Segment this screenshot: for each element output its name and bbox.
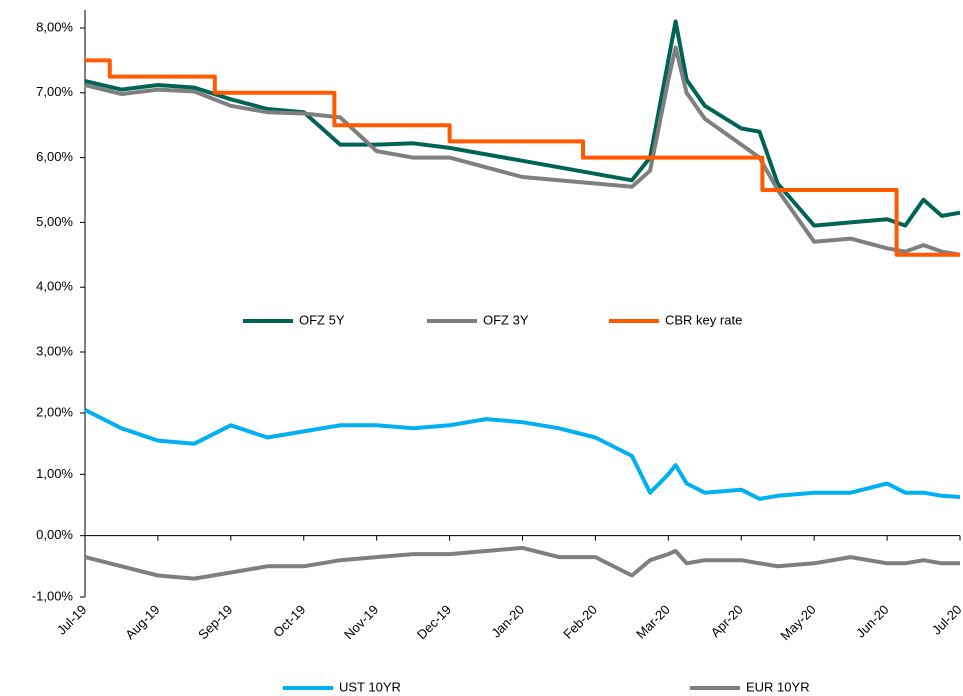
series-line bbox=[84, 408, 961, 501]
x-tick-label: Oct-19 bbox=[270, 602, 308, 640]
y-tick-label: 7,00% bbox=[36, 84, 73, 99]
x-tick-label: Jan-20 bbox=[488, 602, 527, 641]
y-tick-label: 2,00% bbox=[36, 404, 73, 419]
x-tick-label: Apr-20 bbox=[708, 602, 746, 640]
legend-label: EUR 10YR bbox=[746, 679, 810, 694]
x-tick-label: Mar-20 bbox=[633, 602, 673, 642]
y-tick-label: 5,00% bbox=[36, 214, 73, 229]
y-tick-label: 0,00% bbox=[36, 527, 73, 542]
y-tick-label: 6,00% bbox=[36, 149, 73, 164]
x-tick-label: Dec-19 bbox=[414, 602, 454, 642]
series-line bbox=[84, 19, 961, 228]
y-tick-label: 8,00% bbox=[36, 19, 73, 34]
y-tick-label: -1,00% bbox=[32, 588, 74, 603]
y-tick-label: 4,00% bbox=[36, 279, 73, 294]
series-line bbox=[84, 45, 961, 257]
legend-label: CBR key rate bbox=[665, 312, 742, 327]
x-tick-label: Nov-19 bbox=[341, 602, 381, 642]
x-tick-label: Aug-19 bbox=[122, 602, 162, 642]
y-tick-label: 1,00% bbox=[36, 466, 73, 481]
legend-label: OFZ 5Y bbox=[299, 312, 345, 327]
x-tick-label: Jul-20 bbox=[929, 602, 963, 638]
x-tick-label: May-20 bbox=[777, 602, 818, 643]
series-line bbox=[85, 58, 960, 257]
legend-label: UST 10YR bbox=[339, 679, 401, 694]
series-line bbox=[84, 545, 960, 581]
x-tick-label: Jul-19 bbox=[54, 602, 90, 638]
x-tick-label: Sep-19 bbox=[195, 602, 235, 642]
legend-label: OFZ 3Y bbox=[483, 312, 529, 327]
y-tick-label: 3,00% bbox=[36, 343, 73, 358]
x-tick-label: Feb-20 bbox=[560, 602, 600, 642]
x-tick-label: Jun-20 bbox=[853, 602, 892, 641]
